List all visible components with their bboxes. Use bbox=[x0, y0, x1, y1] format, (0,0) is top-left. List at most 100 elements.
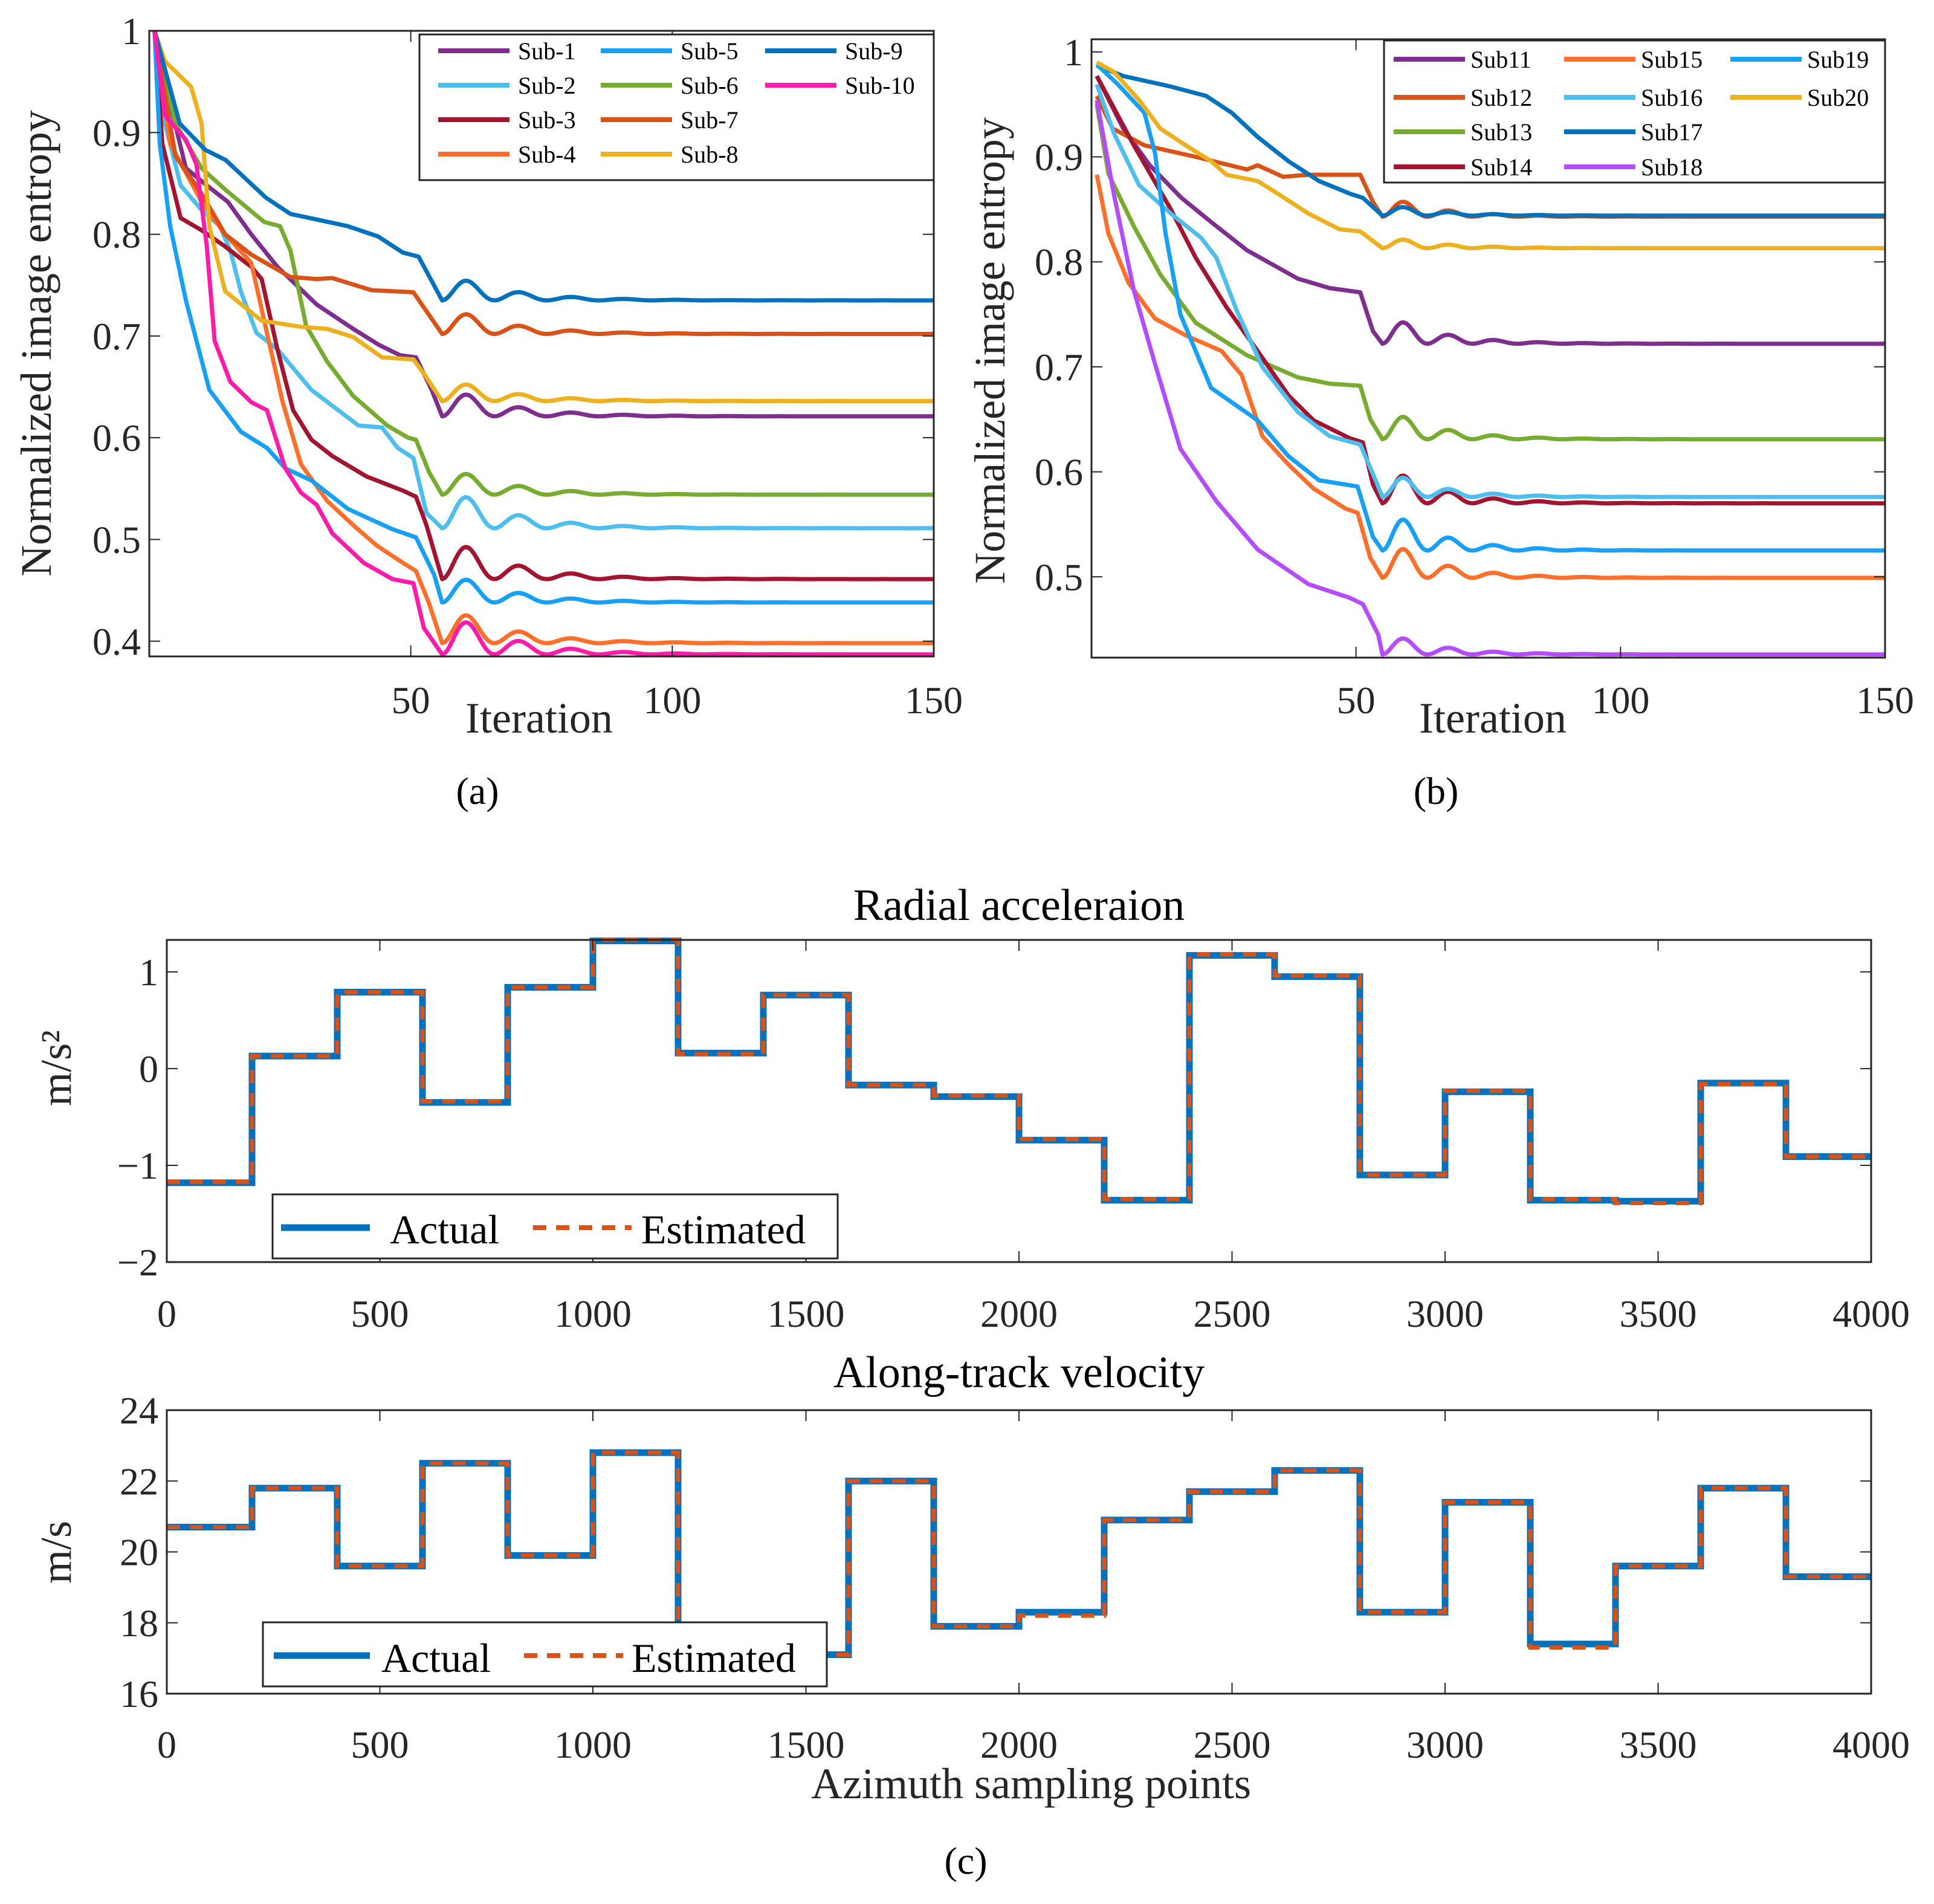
series-line-sub13 bbox=[1095, 104, 1885, 442]
legend-label: Sub-3 bbox=[518, 106, 576, 134]
series-line-sub17 bbox=[1096, 63, 1885, 218]
series-line-actual bbox=[167, 1449, 1871, 1658]
radial-acceleration-chart: 0 500 1000 1500 2000 2500 3000 3500 4000 −2 −1 0 1 m/… bbox=[32, 937, 1910, 1335]
axes-box bbox=[1090, 38, 1886, 659]
series-line-sub11 bbox=[1095, 75, 1885, 346]
x-tick-label: 1500 bbox=[768, 1723, 845, 1766]
series-line-sub-7 bbox=[152, 31, 934, 336]
legend-label: Sub-6 bbox=[681, 72, 739, 99]
legend-label: Sub-1 bbox=[518, 37, 576, 65]
x-tick-label: 2000 bbox=[980, 1723, 1058, 1766]
legend-box bbox=[418, 33, 935, 181]
x-tick-label: 3500 bbox=[1620, 1723, 1697, 1766]
y-tick-label: 1 bbox=[121, 10, 141, 53]
x-tick-label: 3500 bbox=[1620, 1292, 1697, 1335]
y-tick-label: 0.8 bbox=[1035, 241, 1083, 283]
x-tick-label: 50 bbox=[1337, 679, 1376, 722]
y-axis-label: m/s bbox=[32, 1521, 80, 1584]
series-line-sub-4 bbox=[152, 31, 934, 646]
x-tick-label: 1000 bbox=[554, 1292, 632, 1335]
series-line-sub20 bbox=[1096, 60, 1885, 251]
y-axis-label: Normalized image entropy bbox=[12, 110, 60, 577]
legend-label-actual: Actual bbox=[381, 1635, 491, 1681]
x-tick-label: 1500 bbox=[768, 1292, 845, 1335]
y-tick-label: 20 bbox=[120, 1531, 158, 1574]
x-tick-label: 100 bbox=[1591, 679, 1649, 722]
y-tick-label: 16 bbox=[120, 1672, 158, 1715]
along-track-velocity-chart: 0 500 1000 1500 2000 2500 3000 3500 4000 16 18 20 22… bbox=[32, 1389, 1910, 1766]
x-axis-label: Iteration bbox=[1419, 694, 1567, 742]
axes-box bbox=[148, 30, 935, 658]
legend-label: Sub13 bbox=[1470, 118, 1532, 146]
series-line-sub-3 bbox=[152, 31, 934, 581]
legend-box bbox=[262, 1621, 828, 1688]
x-tick-label: 500 bbox=[351, 1292, 409, 1335]
x-tick-label: 0 bbox=[157, 1723, 176, 1766]
y-tick-label: 0.9 bbox=[92, 111, 141, 154]
x-axis-label: Iteration bbox=[465, 694, 613, 742]
series-line-sub-1 bbox=[152, 31, 934, 419]
legend-label: Sub20 bbox=[1807, 84, 1869, 111]
legend-label: Sub-2 bbox=[518, 72, 576, 99]
legend-label-actual: Actual bbox=[390, 1206, 499, 1252]
x-tick-label: 0 bbox=[157, 1292, 176, 1335]
chart-title-radial-acceleration: Radial acceleraion bbox=[853, 881, 1185, 930]
y-tick-label: 0.8 bbox=[92, 213, 141, 256]
legend-label: Sub19 bbox=[1807, 46, 1869, 73]
legend-label: Sub-5 bbox=[681, 37, 739, 65]
y-tick-label: 0.6 bbox=[1035, 451, 1083, 494]
x-axis-label-c: Azimuth sampling points bbox=[811, 1760, 1251, 1808]
chart-title-along-track-velocity: Along-track velocity bbox=[833, 1348, 1205, 1397]
x-tick-label: 3000 bbox=[1406, 1292, 1484, 1335]
panel-label-c: (c) bbox=[944, 1839, 987, 1882]
series-line-sub15 bbox=[1095, 174, 1885, 580]
series-line-sub-8 bbox=[152, 31, 934, 404]
series-line-sub-6 bbox=[152, 31, 934, 497]
x-tick-label: 4000 bbox=[1832, 1723, 1910, 1766]
legend: Sub-1 Sub-2 Sub-3 Sub-4 Sub-5 Sub-6 Sub-7 Sub-8… bbox=[418, 33, 935, 181]
series-line-sub-5 bbox=[152, 31, 934, 605]
series-line-estimated bbox=[167, 1450, 1871, 1657]
series-line-sub-10 bbox=[152, 31, 934, 656]
x-tick-label: 4000 bbox=[1832, 1292, 1910, 1335]
series-line-sub19 bbox=[1095, 63, 1885, 553]
x-tick-label: 50 bbox=[392, 679, 430, 722]
series-line-sub14 bbox=[1095, 75, 1885, 506]
series-line-sub16 bbox=[1095, 83, 1885, 499]
legend-label: Sub-7 bbox=[681, 106, 739, 134]
legend-label: Sub16 bbox=[1641, 84, 1703, 111]
x-tick-label: 100 bbox=[643, 679, 701, 722]
legend-label: Sub15 bbox=[1641, 46, 1703, 73]
x-tick-label: 2500 bbox=[1194, 1292, 1271, 1335]
legend-label-estimated: Estimated bbox=[632, 1635, 796, 1681]
y-tick-label: 0.6 bbox=[92, 416, 141, 459]
legend: Actual Estimated bbox=[271, 1193, 839, 1260]
legend: Actual Estimated bbox=[262, 1621, 828, 1688]
series-line-sub18 bbox=[1095, 100, 1885, 657]
series-line-sub-2 bbox=[152, 31, 934, 531]
y-axis-label: Normalized image entropy bbox=[966, 117, 1014, 584]
y-tick-label: 24 bbox=[120, 1389, 158, 1432]
x-tick-label: 2500 bbox=[1194, 1723, 1271, 1766]
legend-label: Sub-10 bbox=[845, 72, 915, 99]
x-tick-label: 150 bbox=[905, 679, 963, 722]
legend-label-estimated: Estimated bbox=[641, 1206, 806, 1252]
y-tick-label: 22 bbox=[120, 1460, 158, 1503]
legend: Sub11 Sub12 Sub13 Sub14 Sub15 Sub16 Sub17 Sub18… bbox=[1383, 39, 1886, 184]
panel-label-b: (b) bbox=[1414, 769, 1459, 812]
legend-box bbox=[1383, 39, 1886, 184]
legend-label: Sub14 bbox=[1470, 154, 1532, 181]
legend-label: Sub11 bbox=[1470, 46, 1531, 73]
y-tick-label: 0.9 bbox=[1035, 136, 1083, 179]
y-axis-label: m/s² bbox=[32, 1030, 80, 1106]
y-tick-label: 0.5 bbox=[92, 518, 141, 561]
y-tick-label: 0.7 bbox=[92, 315, 141, 358]
x-tick-label: 3000 bbox=[1406, 1723, 1484, 1766]
legend-label: Sub12 bbox=[1470, 84, 1532, 111]
y-tick-label: 0.5 bbox=[1035, 555, 1083, 598]
entropy-chart-b: 50 100 150 0.5 0.6 0.7 0.8 0.9 1 Normalized image… bbox=[966, 31, 1914, 742]
y-tick-label: 0 bbox=[139, 1048, 158, 1090]
legend-label: Sub18 bbox=[1641, 154, 1703, 181]
legend-label: Sub-8 bbox=[681, 141, 739, 168]
